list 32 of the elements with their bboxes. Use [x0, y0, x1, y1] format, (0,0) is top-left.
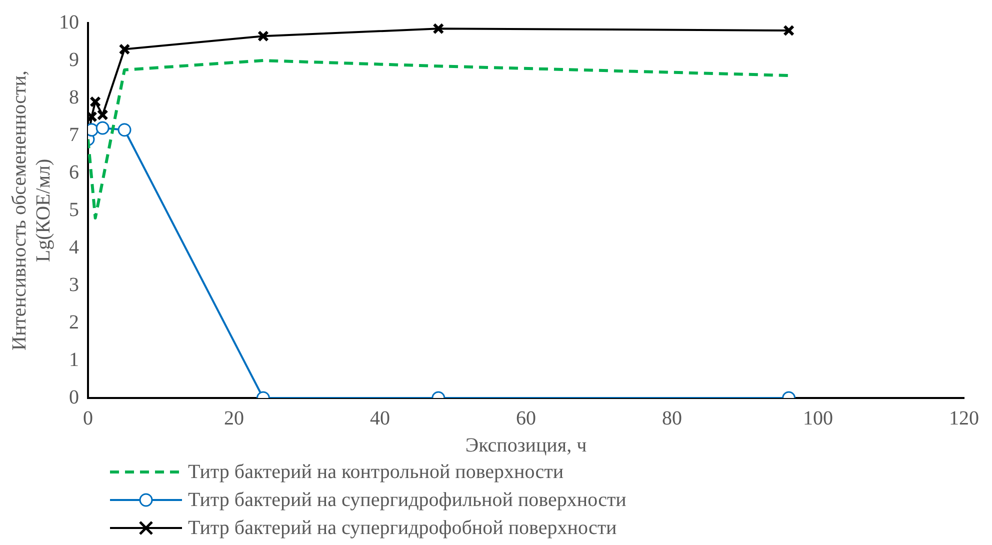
- point: [783, 24, 795, 36]
- legend-label: Титр бактерий на супергидрофобной поверхности: [188, 516, 617, 540]
- y-tick-label: 8: [69, 86, 79, 108]
- legend-label: Титр бактерий на контрольной поверхности: [188, 460, 564, 484]
- point: [96, 121, 110, 135]
- x-tick-label: 0: [83, 407, 93, 430]
- x-tick-label: 20: [224, 407, 244, 430]
- y-tick-label: 4: [69, 236, 79, 258]
- point: [257, 30, 269, 42]
- y-tick-label: 1: [69, 348, 79, 371]
- x-tick-label: 60: [516, 407, 536, 430]
- legend-label: Титр бактерий на супергидрофильной поверхности: [188, 488, 626, 512]
- x-tick-label: 120: [949, 407, 979, 430]
- y-tick-label: 5: [69, 198, 79, 221]
- y-tick-label: 7: [69, 124, 79, 146]
- x-tick-label: 80: [662, 407, 682, 430]
- point: [118, 44, 130, 55]
- y-tick-label: 6: [69, 161, 79, 184]
- line-series: [88, 59, 790, 220]
- y-tick-label: 0: [69, 386, 79, 408]
- y-tick-label: 3: [69, 274, 79, 296]
- point: [118, 123, 132, 137]
- point: [432, 23, 444, 34]
- y-tick-label: 10: [59, 11, 79, 34]
- x-axis-title: Экспозиция, ч: [465, 434, 587, 456]
- x-tick-label: 40: [370, 407, 390, 430]
- y-axis-title: Интенсивность обсемененности, Lg(КОЕ/мл): [8, 70, 54, 350]
- y-tick-label: 2: [69, 311, 79, 334]
- point: [90, 96, 102, 108]
- y-tick-label: 9: [69, 48, 79, 71]
- x-tick-label: 100: [803, 407, 833, 430]
- point: [96, 109, 108, 121]
